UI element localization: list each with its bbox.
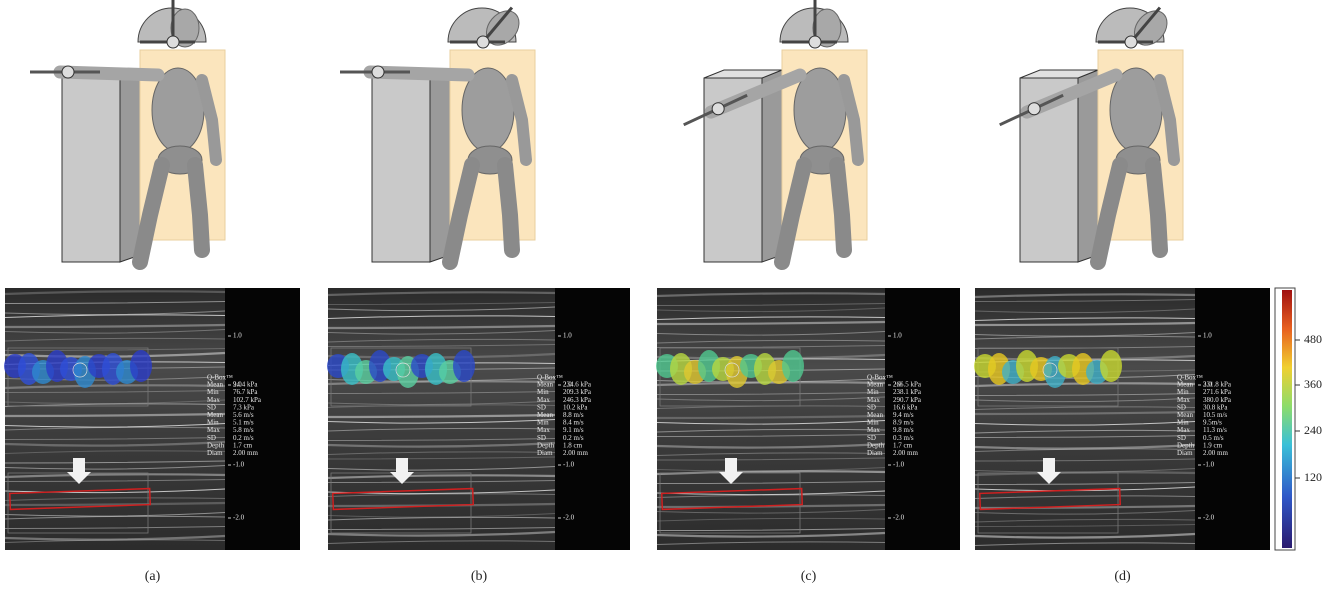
depth-label: -2.0 [563,514,575,522]
depth-label: 1.0 [233,332,242,340]
depth-label: -2.0 [233,514,245,522]
measure-value: 2.00 mm [563,449,588,457]
stand-side [1078,70,1098,262]
colorbar-label: 120 [1304,470,1322,484]
stand-front [62,78,120,262]
panel: 1.02.0-1.0-2.0Q-Box™Mean331.8 kPaMin271.… [974,4,1270,584]
elbow-joint [62,66,74,78]
stand-side [120,70,140,262]
depth-label: -2.0 [1203,514,1215,522]
panel-label: (c) [801,569,817,584]
elbow-joint [712,103,724,115]
elasticity-map [130,350,152,382]
stand-side [762,70,782,262]
measure-name: Diam [537,449,553,457]
figure: 1.02.0-1.0-2.0Q-Box™Mean94.4 kPaMin76.7 … [0,0,1334,595]
depth-label: -1.0 [233,461,245,469]
elasticity-map [1100,350,1122,382]
depth-label: -1.0 [563,461,575,469]
elbow-joint [1028,103,1040,115]
measure-name: Diam [867,449,883,457]
colorbar-label: 360 [1304,377,1322,391]
neck-joint [167,36,179,48]
measure-value: 2.00 mm [1203,449,1228,457]
stand-front [372,78,430,262]
measure-value: 2.00 mm [893,449,918,457]
depth-label: -1.0 [893,461,905,469]
panel-label: (a) [145,569,161,584]
depth-label: 1.0 [563,332,572,340]
neck-joint [477,36,489,48]
elasticity-map [453,350,475,382]
elbow-joint [372,66,384,78]
panel-label: (d) [1114,569,1131,584]
measure-name: Diam [207,449,223,457]
neck-joint [1125,36,1137,48]
colorbar-label: 240 [1304,423,1322,437]
neck-joint [809,36,821,48]
stand-side [430,70,450,262]
depth-label: 1.0 [1203,332,1212,340]
elasticity-map [782,350,804,382]
colorbar [1282,290,1292,548]
depth-label: -2.0 [893,514,905,522]
colorbar-label: 480 [1304,332,1322,346]
depth-label: 1.0 [893,332,902,340]
measure-value: 2.00 mm [233,449,258,457]
panel-label: (b) [471,569,488,584]
measure-name: Diam [1177,449,1193,457]
tissue [975,288,1195,550]
depth-label: -1.0 [1203,461,1215,469]
